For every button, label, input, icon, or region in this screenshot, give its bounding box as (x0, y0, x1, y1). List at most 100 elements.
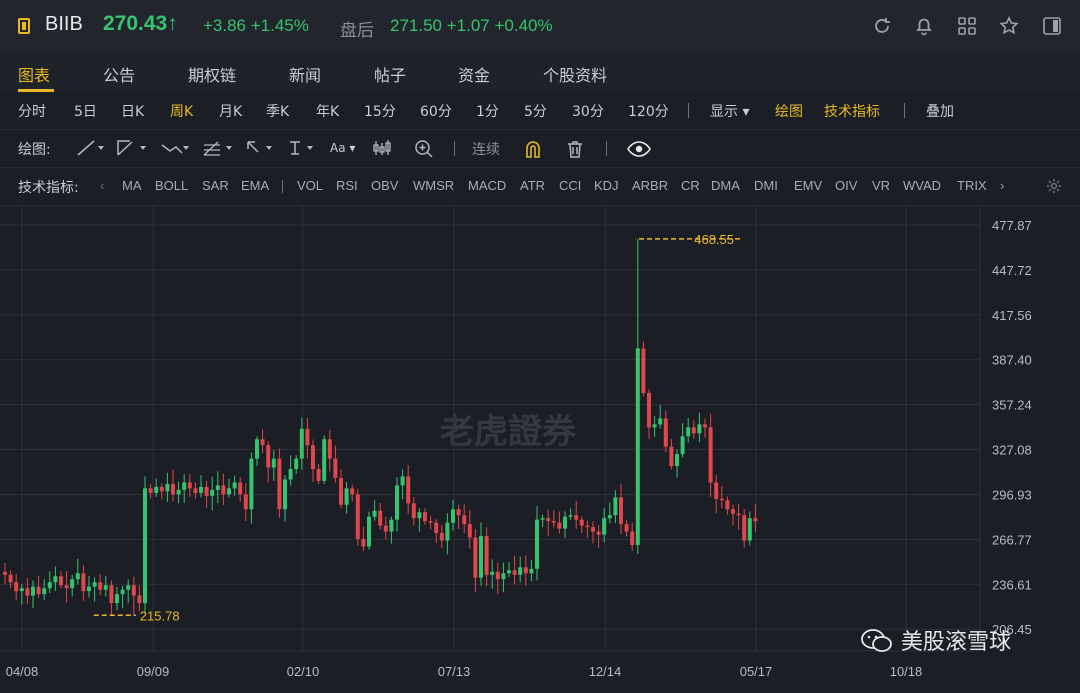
candle-body (59, 576, 63, 586)
indicator-vol[interactable]: VOL (297, 178, 324, 193)
candle-body (574, 515, 579, 520)
candle-body (395, 485, 399, 520)
chevron-right-icon[interactable]: › (1000, 178, 1005, 193)
indicator-trix[interactable]: TRIX (957, 178, 987, 193)
indicator-cr[interactable]: CR (681, 178, 700, 193)
candle-body (669, 446, 674, 467)
caret-down-icon: ▾ (349, 141, 356, 155)
period-quarterly[interactable]: 季K (266, 104, 290, 120)
candle-body (260, 439, 265, 446)
chevron-left-icon[interactable]: ‹ (100, 178, 105, 193)
zoom-in-icon[interactable] (414, 139, 434, 159)
continuous-draw-toggle[interactable]: 连续 (472, 142, 500, 158)
overlay-button[interactable]: 叠加 (926, 104, 954, 120)
candle-body (19, 588, 24, 592)
indicator-arbr[interactable]: ARBR (632, 178, 669, 193)
star-icon[interactable] (998, 15, 1020, 37)
indicator-macd[interactable]: MACD (468, 178, 507, 193)
candle-body (238, 482, 243, 495)
candle-body (64, 585, 69, 589)
indicator-sar[interactable]: SAR (202, 178, 229, 193)
chart-canvas[interactable]: 477.87 447.72 417.56 387.40 357.24 327.08 296.… (0, 206, 1080, 693)
candle-body (288, 469, 293, 480)
magnet-icon[interactable] (523, 139, 543, 159)
x-tick-label: 12/14 (589, 664, 622, 679)
indicator-vr[interactable]: VR (872, 178, 891, 193)
channel-tool-icon[interactable] (160, 139, 192, 157)
x-tick-label: 05/17 (740, 664, 773, 679)
tab-announcements[interactable]: 公告 (103, 66, 136, 85)
indicator-wmsr[interactable]: WMSR (413, 178, 455, 193)
tab-news[interactable]: 新闻 (289, 66, 322, 85)
candle-body (367, 516, 371, 547)
candlestick-chart[interactable]: 老虎證券 477.87 447.72 417.56 387.40 357.24 327.0… (0, 206, 1080, 693)
settings-gear-icon[interactable] (1046, 178, 1062, 194)
active-tab-indicator (18, 89, 54, 92)
candle-body (445, 522, 450, 541)
candle-body (473, 537, 478, 578)
indicator-dmi[interactable]: DMI (754, 178, 778, 193)
bell-icon[interactable] (913, 15, 935, 37)
period-5day[interactable]: 5日 (74, 104, 97, 120)
indicator-wvad[interactable]: WVAD (903, 178, 942, 193)
period-weekly[interactable]: 周K (170, 104, 194, 120)
candle-body (199, 486, 203, 493)
sidebar-toggle-icon[interactable] (1041, 15, 1063, 37)
period-15min[interactable]: 15分 (364, 104, 396, 120)
tab-posts[interactable]: 帖子 (374, 66, 407, 85)
draw-button[interactable]: 绘图 (775, 104, 803, 120)
tab-profile[interactable]: 个股资料 (543, 66, 608, 85)
period-120min[interactable]: 120分 (628, 104, 669, 120)
indicator-oiv[interactable]: OIV (835, 178, 858, 193)
indicator-kdj[interactable]: KDJ (594, 178, 619, 193)
indicator-atr[interactable]: ATR (520, 178, 546, 193)
period-60min[interactable]: 60分 (420, 104, 452, 120)
period-intraday[interactable]: 分时 (18, 104, 46, 120)
indicator-obv[interactable]: OBV (371, 178, 399, 193)
tab-chart[interactable]: 图表 (18, 66, 51, 85)
y-tick-label: 357.24 (992, 398, 1032, 413)
candle-body (714, 482, 719, 499)
eye-icon[interactable] (627, 139, 651, 159)
display-dropdown[interactable]: 显示 ▾ (710, 104, 750, 120)
technical-indicators-button[interactable]: 技术指标 (824, 104, 880, 120)
trend-line-icon[interactable] (76, 139, 106, 157)
candle-body (731, 509, 735, 514)
period-30min[interactable]: 30分 (572, 104, 604, 120)
indicator-boll[interactable]: BOLL (155, 178, 189, 193)
period-yearly[interactable]: 年K (316, 104, 340, 120)
refresh-icon[interactable] (871, 15, 893, 37)
indicator-dma[interactable]: DMA (711, 178, 740, 193)
x-tick-label: 07/13 (438, 664, 471, 679)
tab-capital-flow[interactable]: 资金 (458, 66, 491, 85)
candlestick-tool-icon[interactable] (372, 139, 392, 157)
candle-body (719, 498, 724, 501)
candle-body (227, 488, 231, 495)
vertical-line-tool-icon[interactable] (286, 139, 318, 157)
candle-body (579, 519, 584, 526)
period-daily[interactable]: 日K (121, 104, 145, 120)
arrow-tool-icon[interactable] (244, 139, 276, 157)
fibonacci-tool-icon[interactable] (202, 139, 236, 157)
indicator-emv[interactable]: EMV (794, 178, 823, 193)
tab-options-chain[interactable]: 期权链 (188, 66, 237, 85)
y-tick-label: 477.87 (992, 218, 1032, 233)
candle-body (283, 479, 287, 510)
grid-icon[interactable] (956, 15, 978, 37)
period-1min[interactable]: 1分 (476, 104, 499, 120)
indicator-cci[interactable]: CCI (559, 178, 582, 193)
ray-tool-icon[interactable] (116, 139, 150, 157)
candle-body (652, 424, 657, 428)
trash-icon[interactable] (565, 139, 585, 159)
candle-body (115, 594, 119, 604)
candle-body (271, 458, 276, 468)
period-5min[interactable]: 5分 (524, 104, 547, 120)
candle-body (641, 348, 646, 394)
indicator-ema[interactable]: EMA (241, 178, 270, 193)
period-monthly[interactable]: 月K (219, 104, 243, 120)
text-tool[interactable]: Aa ▾ (330, 141, 356, 155)
indicator-ma[interactable]: MA (122, 178, 142, 193)
candle-body (344, 488, 349, 505)
indicator-rsi[interactable]: RSI (336, 178, 358, 193)
candle-body (204, 486, 209, 496)
